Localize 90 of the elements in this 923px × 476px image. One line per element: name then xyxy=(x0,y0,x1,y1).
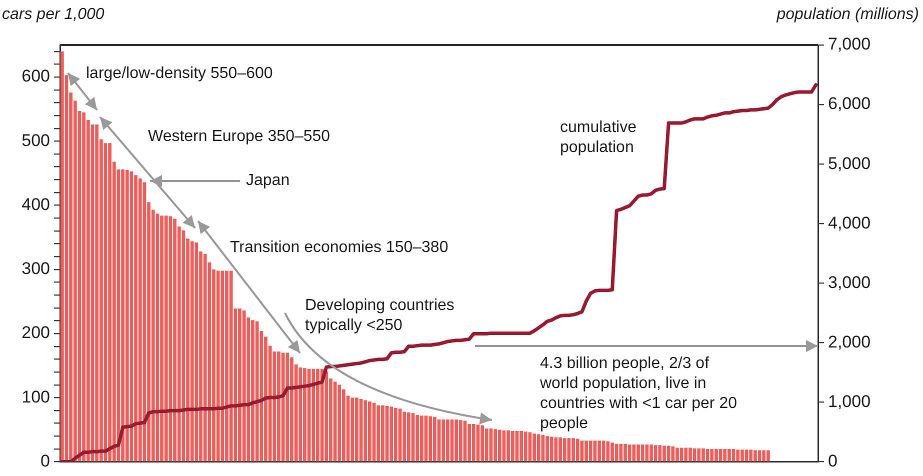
y2-tick-label: 4,000 xyxy=(828,213,871,232)
y-tick-label: 100 xyxy=(22,387,50,406)
y2-tick-label: 7,000 xyxy=(828,34,871,54)
bar xyxy=(593,440,597,462)
bar xyxy=(229,270,233,462)
bar xyxy=(472,424,476,462)
bar xyxy=(190,241,194,462)
bar xyxy=(220,270,224,462)
bar xyxy=(736,450,740,462)
y-tick-label: 200 xyxy=(22,323,50,342)
bar xyxy=(671,446,675,462)
bar xyxy=(562,438,566,462)
bar xyxy=(216,270,220,462)
bar xyxy=(468,424,472,462)
bar xyxy=(632,444,636,462)
y2-tick-label: 5,000 xyxy=(828,154,871,173)
bar xyxy=(645,444,649,462)
annotation: Transition economies 150–380 xyxy=(230,238,448,258)
bar xyxy=(602,440,606,462)
bar xyxy=(510,431,514,462)
bar xyxy=(60,51,64,462)
bar xyxy=(749,450,753,462)
bar xyxy=(654,445,658,462)
bar xyxy=(255,321,259,462)
bar xyxy=(666,446,670,462)
annotation: Developing countries typically <250 xyxy=(305,296,456,336)
bar xyxy=(498,430,502,462)
bar xyxy=(614,444,618,462)
y2-axis-title: population (millions) xyxy=(776,6,919,24)
bar xyxy=(550,436,554,462)
y-tick-label: 0 xyxy=(40,451,50,470)
bar xyxy=(138,178,142,462)
bar xyxy=(458,420,462,462)
y-tick-label: 400 xyxy=(22,194,50,214)
bar xyxy=(524,432,528,462)
bar xyxy=(286,352,290,462)
y2-tick-label: 0 xyxy=(828,451,838,470)
y-tick-label: 300 xyxy=(22,259,50,278)
y2-tick-label: 6,000 xyxy=(828,94,871,114)
bar xyxy=(454,419,458,462)
bar xyxy=(420,416,424,462)
bar xyxy=(338,384,342,462)
bar xyxy=(312,368,316,462)
bar xyxy=(203,254,207,462)
y-tick-label: 600 xyxy=(22,66,50,86)
bar xyxy=(324,371,328,462)
annotation: 4.3 billion people, 2/3 of world population, live in countries with <1 car per 20 people xyxy=(540,354,738,434)
bar xyxy=(390,406,394,462)
y2-tick-label: 1,000 xyxy=(828,392,871,411)
bar xyxy=(376,405,380,462)
bar xyxy=(350,398,354,462)
bar xyxy=(364,400,368,462)
series-label: cumulative population xyxy=(560,118,638,158)
bar xyxy=(536,434,540,462)
annotation: large/low-density 550–600 xyxy=(86,64,273,84)
bar xyxy=(628,444,632,462)
bar xyxy=(723,448,727,462)
y2-tick-label: 3,000 xyxy=(828,272,871,292)
bar xyxy=(658,445,662,462)
bar xyxy=(298,368,302,462)
bar xyxy=(281,352,285,462)
y2-tick-label: 2,000 xyxy=(828,332,871,352)
bar xyxy=(606,441,610,462)
bar xyxy=(484,428,488,462)
bar xyxy=(95,124,99,462)
annotation: Western Europe 350–550 xyxy=(148,127,330,147)
y-axis-title: cars per 1,000 xyxy=(2,6,104,24)
bar xyxy=(619,444,623,462)
bar xyxy=(762,450,766,462)
bar xyxy=(684,448,688,462)
bar xyxy=(580,440,584,462)
bar xyxy=(446,419,450,462)
bar xyxy=(82,112,86,462)
bar xyxy=(710,448,714,462)
bar xyxy=(432,416,436,462)
bar xyxy=(402,412,406,462)
annotation: Japan xyxy=(246,171,290,191)
bar xyxy=(442,419,446,462)
bar xyxy=(406,412,410,462)
bar xyxy=(416,414,420,462)
bar xyxy=(576,438,580,462)
bar xyxy=(697,448,701,462)
bar xyxy=(640,444,644,462)
bar xyxy=(588,440,592,462)
bar xyxy=(394,408,398,462)
y-tick-label: 500 xyxy=(22,130,50,150)
bar xyxy=(125,170,129,462)
bar xyxy=(428,416,432,462)
bar xyxy=(164,216,168,462)
bar xyxy=(242,310,246,462)
